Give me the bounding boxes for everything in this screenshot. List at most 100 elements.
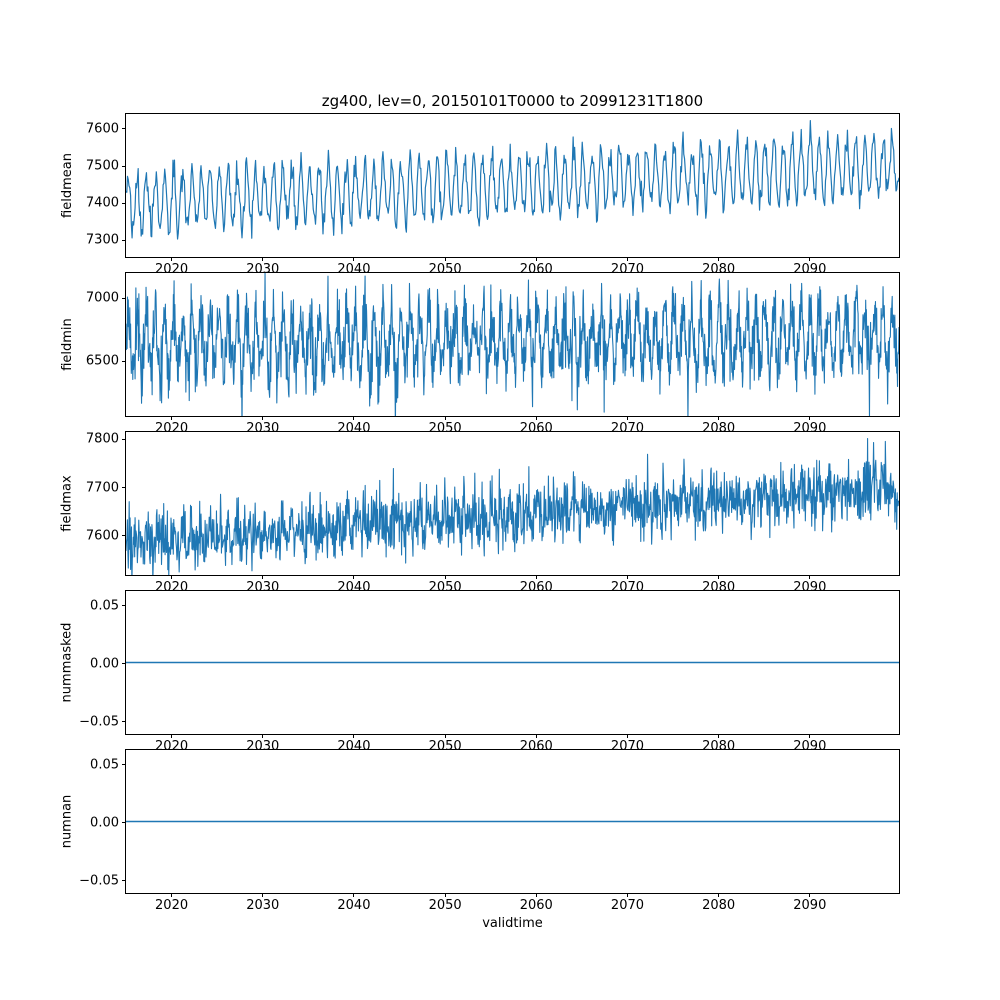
y-tick-mark [122,880,126,881]
y-tick-label: 7600 [85,121,119,137]
x-tick-mark [262,575,264,579]
x-tick-mark [809,416,811,420]
x-tick-label: 2080 [702,898,736,913]
y-tick-mark [122,764,126,765]
x-tick-mark [171,257,173,261]
x-tick-mark [626,734,628,738]
x-tick-mark [353,257,355,261]
x-tick-mark [626,575,628,579]
y-tick-label: 0.05 [90,598,119,613]
y-axis-label-fieldmax: fieldmax [59,475,75,532]
x-tick-mark [718,416,720,420]
x-tick-mark [171,893,173,897]
x-tick-label: 2070 [610,898,645,913]
x-tick-label: 2090 [793,898,827,913]
y-tick-label: 7300 [85,232,119,248]
x-tick-mark [535,893,537,897]
y-tick-label: −0.05 [79,873,119,888]
y-tick-mark [122,822,126,823]
chart-title: zg400, lev=0, 20150101T0000 to 20991231T… [321,92,704,110]
subplot-fieldmean: 7300 7400 7500 7600 2020 2030 2040 2050 2060 2070… [60,113,900,276]
subplot-numnan: −0.05 0.00 0.05 2020 2030 2040 2050 2060 2070 208… [60,749,900,912]
x-tick-mark [626,257,628,261]
y-tick-mark [122,487,126,489]
x-tick-label: 2030 [246,898,280,913]
x-tick-mark [535,734,537,738]
subplot-fieldmax: 7600 7700 7800 2020 2030 2040 2050 2060 2070 2080… [60,431,900,594]
x-tick-mark [809,893,811,897]
y-tick-label: 0.00 [90,815,119,830]
y-tick-mark [122,438,126,440]
x-tick-mark [809,257,811,261]
x-tick-mark [353,416,355,420]
y-tick-label: 7400 [85,195,119,211]
x-tick-mark [262,416,264,420]
x-tick-mark [171,734,173,738]
x-tick-mark [171,575,173,579]
y-axis-label-wrap: fieldmax [58,432,76,575]
x-tick-mark [535,257,537,261]
x-tick-mark [444,257,446,261]
y-tick-mark [122,128,126,130]
x-tick-mark [718,575,720,579]
y-tick-label: 7000 [85,290,119,306]
x-tick-mark [626,893,628,897]
x-tick-mark [353,893,355,897]
x-tick-mark [626,416,628,420]
y-tick-label: 7800 [85,431,119,447]
x-tick-mark [171,416,173,420]
x-tick-mark [262,734,264,738]
y-axis-label-numnan: numnan [59,794,75,849]
x-tick-mark [444,893,446,897]
x-tick-label: 2050 [428,898,462,913]
subplot-nummasked: −0.05 0.00 0.05 2020 2030 2040 2050 2060 2070 208… [60,590,900,753]
y-tick-label: 6500 [85,353,119,369]
series-plot-fieldmean [126,120,899,240]
y-tick-mark [122,721,126,722]
series-plot-nummasked [126,661,899,664]
data-line-fieldmin [126,273,899,416]
x-tick-mark [353,575,355,579]
y-tick-label: 7700 [85,480,119,496]
x-axis-label: validtime [482,916,543,931]
x-tick-mark [444,575,446,579]
y-tick-label: 7500 [85,158,119,174]
x-tick-mark [718,734,720,738]
y-tick-mark [122,663,126,664]
x-tick-mark [718,257,720,261]
data-line-fieldmean [126,120,899,240]
y-tick-label: −0.05 [79,714,119,729]
subplot-fieldmin: 6500 7000 2020 2030 2040 2050 2060 2070 2080 2090… [60,272,900,435]
x-tick-mark [444,416,446,420]
y-axis-label-wrap: nummasked [58,591,76,734]
y-axis-label-wrap: numnan [58,750,76,893]
x-tick-mark [535,416,537,420]
y-tick-label: 0.00 [90,656,119,671]
x-tick-mark [809,575,811,579]
y-tick-mark [122,239,126,241]
x-tick-mark [444,734,446,738]
x-tick-label: 2060 [519,898,553,913]
y-tick-mark [122,360,126,362]
data-line-fieldmax [126,437,899,575]
x-tick-mark [809,734,811,738]
y-tick-label: 0.05 [90,757,119,772]
y-tick-mark [122,202,126,204]
y-axis-label-fieldmin: fieldmin [59,318,75,371]
x-tick-label: 2040 [337,898,371,913]
series-plot-numnan [126,820,899,823]
x-tick-mark [262,893,264,897]
x-tick-mark [718,893,720,897]
y-axis-label-nummasked: nummasked [59,622,75,703]
y-tick-mark [122,535,126,537]
series-plot-fieldmax [126,437,899,575]
y-tick-mark [122,297,126,299]
y-axis-label-fieldmean: fieldmean [59,153,75,218]
y-tick-label: 7600 [85,528,119,544]
y-axis-label-wrap: fieldmean [58,114,76,257]
x-tick-mark [353,734,355,738]
x-tick-mark [262,257,264,261]
y-tick-mark [122,605,126,606]
